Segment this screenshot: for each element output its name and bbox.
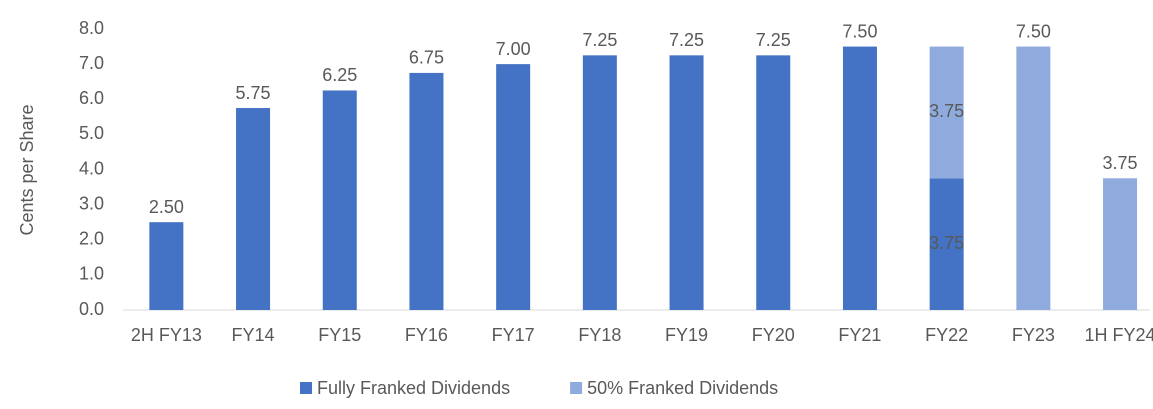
y-axis-title: Cents per Share bbox=[17, 104, 37, 235]
data-label: 5.75 bbox=[236, 83, 271, 103]
data-label: 6.75 bbox=[409, 48, 444, 68]
y-tick-label: 8.0 bbox=[79, 18, 104, 38]
bar-segment bbox=[842, 46, 877, 310]
bar-segment bbox=[322, 90, 357, 310]
x-tick-label: FY16 bbox=[405, 325, 448, 345]
data-label: 7.50 bbox=[1016, 21, 1051, 41]
bar-segment bbox=[1016, 46, 1051, 310]
legend-swatch bbox=[570, 382, 583, 394]
legend-label: 50% Franked Dividends bbox=[587, 378, 778, 398]
data-label: 3.75 bbox=[929, 233, 964, 253]
x-tick-label: 2H FY13 bbox=[131, 325, 202, 345]
data-label: 2.50 bbox=[149, 197, 184, 217]
bar-segment bbox=[149, 222, 184, 310]
legend-label: Fully Franked Dividends bbox=[317, 378, 510, 398]
bar-segment bbox=[236, 108, 271, 310]
bar-segment bbox=[929, 178, 964, 310]
x-tick-label: FY17 bbox=[492, 325, 535, 345]
bar-segment bbox=[496, 64, 531, 310]
x-tick-label: FY23 bbox=[1012, 325, 1055, 345]
y-tick-label: 0.0 bbox=[79, 299, 104, 319]
y-tick-label: 3.0 bbox=[79, 193, 104, 213]
bar-segment bbox=[929, 46, 964, 179]
y-tick-label: 4.0 bbox=[79, 158, 104, 178]
data-label: 7.50 bbox=[842, 21, 877, 41]
y-tick-label: 6.0 bbox=[79, 88, 104, 108]
data-label: 7.25 bbox=[756, 30, 791, 50]
bar-segment bbox=[582, 55, 617, 310]
data-label: 7.25 bbox=[669, 30, 704, 50]
y-tick-label: 1.0 bbox=[79, 264, 104, 284]
data-label: 7.00 bbox=[496, 39, 531, 59]
x-tick-label: FY15 bbox=[318, 325, 361, 345]
data-label: 6.25 bbox=[322, 65, 357, 85]
x-tick-label: FY20 bbox=[752, 325, 795, 345]
data-label: 3.75 bbox=[1103, 153, 1138, 173]
bar-segment bbox=[756, 55, 791, 310]
data-label: 3.75 bbox=[929, 101, 964, 121]
x-tick-label: 1H FY24 bbox=[1085, 325, 1153, 345]
bar-segment bbox=[409, 72, 444, 310]
x-tick-label: FY22 bbox=[925, 325, 968, 345]
x-tick-label: FY21 bbox=[838, 325, 881, 345]
y-tick-label: 7.0 bbox=[79, 53, 104, 73]
y-tick-label: 2.0 bbox=[79, 229, 104, 249]
x-tick-label: FY19 bbox=[665, 325, 708, 345]
bar-segment bbox=[1103, 178, 1138, 310]
x-tick-label: FY14 bbox=[232, 325, 275, 345]
bar-segment bbox=[669, 55, 704, 310]
legend-swatch bbox=[300, 382, 312, 394]
y-tick-label: 5.0 bbox=[79, 123, 104, 143]
x-tick-label: FY18 bbox=[578, 325, 621, 345]
data-label: 7.25 bbox=[582, 30, 617, 50]
